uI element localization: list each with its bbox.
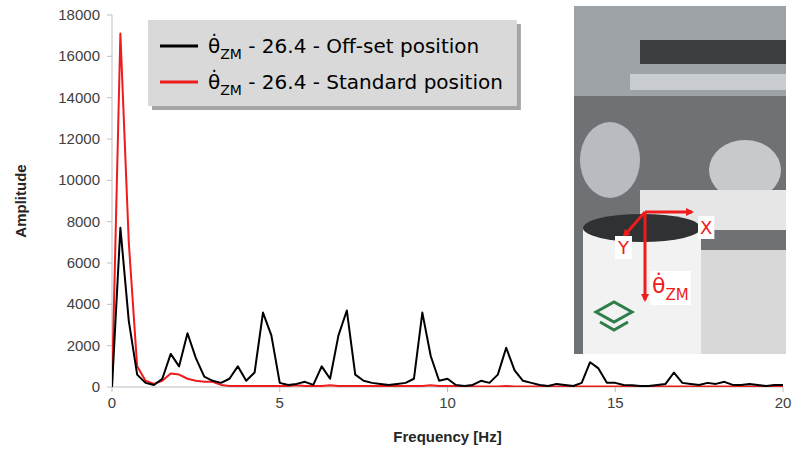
photo-background <box>574 6 786 354</box>
photo-inset: Y Xθ̇ZM <box>574 6 786 354</box>
y-tick <box>107 304 112 305</box>
y-tick-label: 6000 <box>67 254 100 271</box>
y-tick <box>107 56 112 57</box>
y-tick <box>107 139 112 140</box>
annotation: θ̇ZM <box>652 272 689 304</box>
annotation-patch <box>650 271 691 305</box>
photo-machine-top <box>574 6 786 96</box>
photo-rod <box>630 74 786 90</box>
y-tick <box>107 97 112 98</box>
legend-swatch <box>160 45 198 48</box>
text-part: - 26.4 - Standard position <box>242 70 503 94</box>
legend: θ̇ZM - 26.4 - Off-set positionθ̇ZM - 26.… <box>148 20 521 110</box>
legend-swatch <box>160 81 198 84</box>
y-axis-title: Amplitude <box>12 164 29 237</box>
x-tick <box>447 387 448 392</box>
y-tick-label: 12000 <box>58 130 100 147</box>
arrow-z <box>644 212 647 300</box>
photo-cylinder <box>583 228 701 354</box>
arrow-y <box>624 212 645 236</box>
text-part: - 26.4 - Off-set position <box>242 34 479 58</box>
series-line <box>112 228 783 387</box>
y-tick-label: 4000 <box>67 295 100 312</box>
series-line <box>112 34 783 387</box>
x-tick-label: 10 <box>439 394 456 411</box>
x-axis-title: Frequency [Hz] <box>393 428 501 445</box>
x-tick-label: 20 <box>775 394 792 411</box>
legend-label: θ̇ZM - 26.4 - Off-set position <box>208 33 479 62</box>
legend-box <box>148 20 517 106</box>
annotation-patch <box>698 216 714 239</box>
y-tick <box>107 15 112 16</box>
photo-floor <box>701 250 786 354</box>
x-tick <box>783 387 784 392</box>
y-tick-label: 2000 <box>67 337 100 354</box>
text-part: θ̇ <box>652 272 665 298</box>
annotation: Y <box>617 237 630 258</box>
y-tick <box>107 221 112 222</box>
y-tick-label: 10000 <box>58 171 100 188</box>
text-subscript: ZM <box>665 286 688 304</box>
x-tick <box>112 387 113 392</box>
y-tick <box>107 345 112 346</box>
x-tick-label: 5 <box>276 394 284 411</box>
photo-logo <box>596 302 632 330</box>
photo-cylinder-top <box>583 214 701 242</box>
y-tick <box>107 180 112 181</box>
text-part: θ̇ <box>208 33 220 58</box>
y-tick <box>107 387 112 388</box>
y-tick <box>107 263 112 264</box>
x-tick-label: 15 <box>607 394 624 411</box>
photo-die <box>580 122 640 198</box>
legend-label: θ̇ZM - 26.4 - Standard position <box>208 69 503 98</box>
x-tick-label: 0 <box>108 394 116 411</box>
photo-rail <box>640 40 786 64</box>
annotation: X <box>700 217 712 238</box>
y-tick-label: 8000 <box>67 213 100 230</box>
x-tick <box>279 387 280 392</box>
text-subscript: ZM <box>220 46 242 62</box>
annotation-patch <box>615 236 632 259</box>
text-part: θ̇ <box>208 69 220 94</box>
y-tick-label: 18000 <box>58 6 100 23</box>
plot-lines <box>112 34 783 387</box>
y-tick-label: 0 <box>92 378 100 395</box>
arrow-x <box>645 211 692 214</box>
x-tick <box>615 387 616 392</box>
chart: 0 2000 4000 6000 8000 10000 12000 14000 16000 180… <box>0 0 798 452</box>
y-tick-label: 16000 <box>58 47 100 64</box>
text-subscript: ZM <box>220 82 242 98</box>
y-tick-label: 14000 <box>58 89 100 106</box>
